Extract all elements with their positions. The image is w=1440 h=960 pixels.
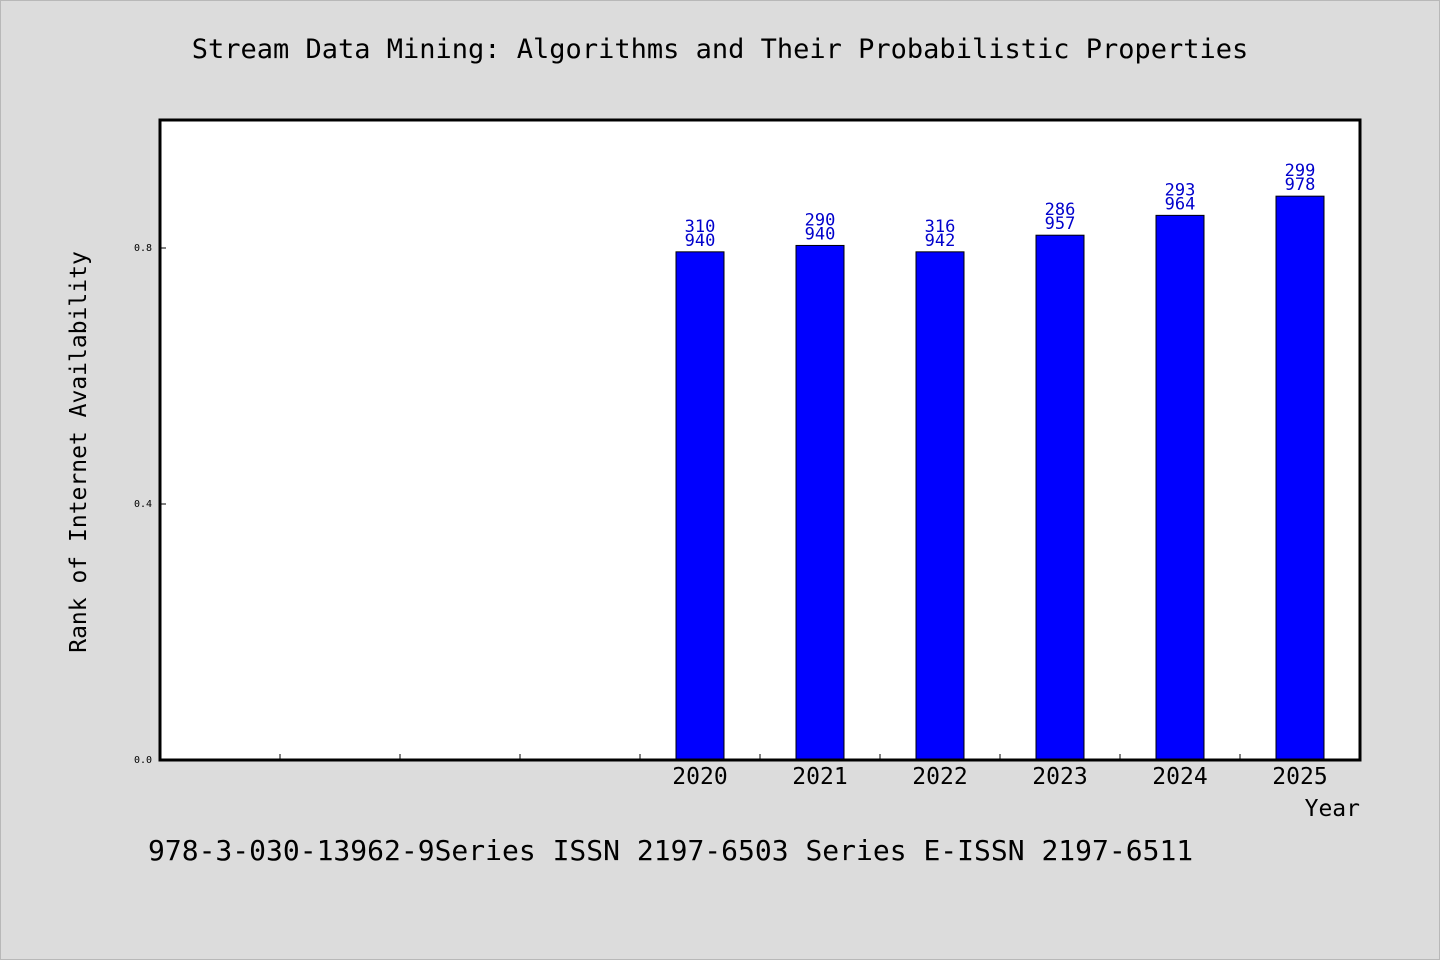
data-label: 299 xyxy=(1285,161,1316,181)
chart-title: Stream Data Mining: Algorithms and Their… xyxy=(191,34,1249,65)
data-label: 293 xyxy=(1165,180,1196,200)
y-axis-label: Rank of Internet Availability xyxy=(66,251,92,653)
y-tick-label: 0.4 xyxy=(134,499,152,510)
data-label: 964 xyxy=(1165,194,1196,214)
data-label: 940 xyxy=(805,224,836,244)
x-tick-label: 2025 xyxy=(1272,764,1327,790)
bar xyxy=(915,251,965,761)
y-tick-label: 0.0 xyxy=(134,755,152,766)
x-tick-label: 2024 xyxy=(1152,764,1207,790)
bar xyxy=(1155,214,1205,761)
data-label: 942 xyxy=(925,231,956,251)
x-axis-label: Year xyxy=(1305,796,1360,822)
bar xyxy=(675,251,725,761)
data-label: 310 xyxy=(685,217,716,237)
x-tick-label: 2023 xyxy=(1032,764,1087,790)
y-tick-label: 0.8 xyxy=(134,243,152,254)
bar xyxy=(1275,195,1325,761)
plot-frame xyxy=(158,118,1362,762)
axis-ticks: 2020 2021 2022 2023 2024 2025 0.0 0.4 0.8 xyxy=(134,243,1328,790)
data-label: 286 xyxy=(1045,200,1076,220)
data-label: 316 xyxy=(925,217,956,237)
data-label: 957 xyxy=(1045,214,1076,234)
bar xyxy=(1035,234,1085,761)
data-label: 290 xyxy=(805,210,836,230)
bar xyxy=(795,244,845,761)
data-label: 978 xyxy=(1285,175,1316,195)
x-tick-label: 2022 xyxy=(912,764,967,790)
x-tick-label: 2021 xyxy=(792,764,847,790)
footer-text: 978-3-030-13962-9Series ISSN 2197-6503 S… xyxy=(148,834,1194,867)
bars-layer xyxy=(675,195,1325,761)
x-tick-label: 2020 xyxy=(672,764,727,790)
data-label: 940 xyxy=(685,231,716,251)
